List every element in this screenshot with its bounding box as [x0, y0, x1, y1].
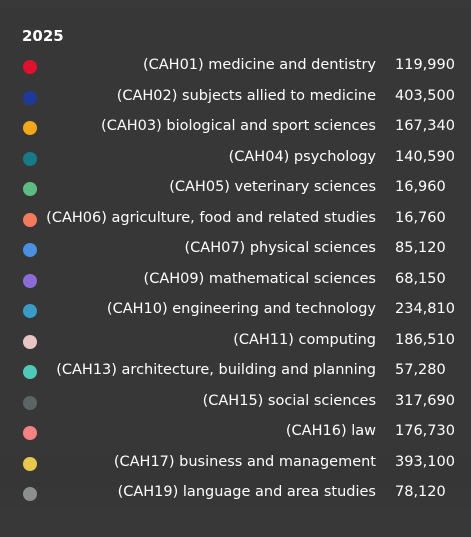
item-label: (CAH02) subjects allied to medicine: [116, 87, 376, 104]
item-label: (CAH03) biological and sport sciences: [101, 118, 376, 134]
item-value: 16,760: [395, 209, 446, 226]
item-value: 16,960: [395, 179, 446, 195]
item-label: (CAH13) architecture, building and plann…: [56, 362, 376, 378]
legend-swatch: [23, 60, 37, 74]
item-value: 57,280: [395, 362, 446, 378]
legend-swatch: [23, 90, 37, 105]
tooltip-row: (CAH15) social sciences 317,690: [0, 392, 471, 414]
legend-swatch: [23, 121, 37, 135]
item-value: 119,990: [395, 57, 455, 73]
legend-swatch: [23, 487, 37, 501]
legend-swatch: [23, 365, 37, 379]
item-value: 78,120: [395, 484, 446, 500]
item-value: 317,690: [395, 392, 455, 409]
legend-swatch: [23, 182, 37, 196]
tooltip-title: 2025: [22, 27, 64, 45]
tooltip-row: (CAH16) law 176,730: [0, 422, 471, 444]
tooltip-row: (CAH07) physical sciences 85,120: [0, 239, 471, 261]
item-value: 68,150: [395, 270, 446, 287]
item-value: 176,730: [395, 423, 455, 439]
item-value: 234,810: [395, 301, 455, 317]
legend-swatch: [23, 334, 37, 349]
tooltip-row: (CAH11) computing 186,510: [0, 331, 471, 353]
item-value: 186,510: [395, 331, 455, 348]
tooltip-row: (CAH02) subjects allied to medicine 403,5…: [0, 87, 471, 109]
legend-swatch: [23, 212, 37, 227]
tooltip-row: (CAH04) psychology 140,590: [0, 148, 471, 170]
tooltip-row: (CAH05) veterinary sciences 16,960: [0, 178, 471, 200]
item-label: (CAH16) law: [285, 423, 376, 439]
legend-swatch: [23, 273, 37, 288]
item-label: (CAH17) business and management: [113, 453, 376, 470]
legend-swatch: [23, 426, 37, 440]
item-label: (CAH04) psychology: [228, 148, 376, 165]
tooltip-row: (CAH19) language and area studies 78,120: [0, 483, 471, 505]
tooltip-row: (CAH13) architecture, building and plann…: [0, 361, 471, 383]
item-value: 393,100: [395, 453, 455, 470]
item-label: (CAH19) language and area studies: [117, 484, 376, 500]
tooltip-row: (CAH01) medicine and dentistry 119,990: [0, 56, 471, 78]
item-label: (CAH10) engineering and technology: [106, 301, 376, 317]
item-label: (CAH05) veterinary sciences: [169, 179, 376, 195]
tooltip-row: (CAH09) mathematical sciences 68,150: [0, 270, 471, 292]
item-value: 403,500: [395, 87, 455, 104]
item-label: (CAH09) mathematical sciences: [143, 270, 376, 287]
item-value: 167,340: [395, 118, 455, 134]
item-label: (CAH15) social sciences: [202, 392, 376, 409]
item-label: (CAH01) medicine and dentistry: [142, 57, 376, 73]
item-value: 140,590: [395, 148, 455, 165]
item-label: (CAH11) computing: [233, 331, 376, 348]
legend-swatch: [23, 304, 37, 318]
tooltip-row: (CAH06) agriculture, food and related st…: [0, 209, 471, 231]
legend-swatch: [23, 151, 37, 166]
tooltip-row: (CAH17) business and management 393,100: [0, 453, 471, 475]
legend-swatch: [23, 395, 37, 410]
legend-swatch: [23, 243, 37, 257]
item-label: (CAH07) physical sciences: [184, 240, 377, 256]
item-label: (CAH06) agriculture, food and related st…: [46, 209, 376, 226]
tooltip-row: (CAH10) engineering and technology 234,81…: [0, 300, 471, 322]
item-value: 85,120: [395, 240, 446, 256]
legend-swatch: [23, 456, 37, 471]
tooltip-row: (CAH03) biological and sport sciences 167…: [0, 117, 471, 139]
